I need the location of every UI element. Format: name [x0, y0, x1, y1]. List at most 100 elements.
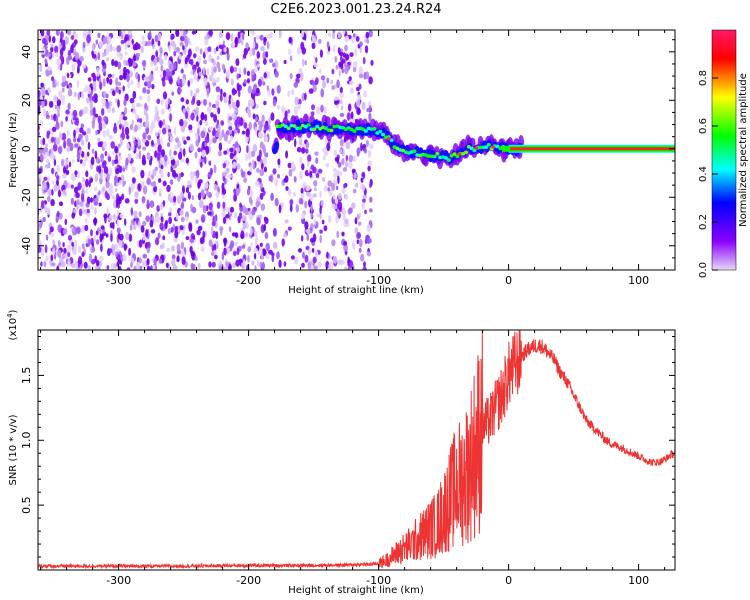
noise-blob [111, 59, 115, 66]
noise-blob [293, 105, 299, 115]
noise-blob [90, 258, 96, 265]
noise-blob [230, 78, 234, 86]
noise-blob [210, 226, 214, 235]
noise-blob [125, 157, 129, 166]
ridge-hot-spot [457, 152, 462, 156]
noise-blob [145, 113, 149, 122]
noise-blob [66, 72, 70, 79]
noise-blob [117, 143, 121, 149]
ridge-peak [286, 126, 291, 131]
noise-blob [243, 79, 247, 85]
snr-frame [37, 329, 676, 571]
noise-blob [345, 141, 351, 150]
ridge-peak [486, 143, 491, 147]
noise-blob [215, 191, 220, 199]
noise-blob [152, 44, 156, 50]
noise-blob [146, 265, 151, 270]
noise-blob [138, 239, 143, 248]
noise-blob [160, 65, 164, 72]
noise-blob [133, 210, 138, 217]
noise-blob [223, 150, 228, 155]
snr-ticks: -300 -200 -100 0 100 0.5 1.0 1.5 [20, 330, 675, 587]
noise-blob [67, 49, 72, 57]
ridge-peak [275, 124, 280, 129]
noise-blob [40, 82, 44, 88]
noise-blob [40, 200, 45, 210]
noise-blob [256, 51, 261, 59]
noise-blob [81, 151, 85, 158]
colorbar: 0.0 0.2 0.4 0.6 0.8 Normalized spectral ampl… [698, 29, 749, 278]
noise-blob [368, 112, 372, 122]
noise-blob [57, 240, 61, 248]
noise-blob [91, 72, 96, 78]
noise-blob [222, 162, 227, 169]
noise-blob [105, 48, 110, 56]
noise-blob [102, 186, 106, 192]
noise-blob [306, 233, 309, 242]
noise-blob [82, 131, 87, 136]
noise-blob [315, 172, 320, 179]
noise-blob [202, 66, 206, 75]
noise-blob [173, 43, 177, 51]
noise-blob [96, 67, 100, 72]
noise-blob [369, 208, 373, 213]
noise-blob [311, 104, 315, 111]
noise-blob [46, 195, 51, 203]
noise-blob [319, 205, 322, 215]
noise-blob [180, 191, 184, 198]
noise-blob [44, 244, 48, 254]
noise-blob [330, 79, 334, 85]
noise-blob [56, 175, 60, 181]
noise-blob [233, 188, 237, 194]
noise-blob [180, 241, 185, 250]
noise-blob [46, 207, 51, 215]
noise-blob [169, 197, 174, 203]
noise-blob [229, 147, 234, 153]
noise-blob [101, 68, 106, 73]
noise-blob [241, 171, 246, 178]
noise-blob [78, 256, 83, 265]
noise-blob [248, 196, 253, 204]
noise-blob [190, 89, 193, 97]
noise-blob [213, 215, 217, 223]
noise-blob [102, 129, 106, 138]
noise-blob [265, 51, 269, 58]
noise-blob [221, 211, 226, 218]
noise-blob [138, 118, 143, 124]
noise-blob [191, 30, 197, 35]
noise-blob [43, 149, 46, 155]
noise-blob [325, 163, 330, 168]
ridge-core [295, 119, 301, 128]
noise-blob [65, 169, 70, 175]
noise-blob [179, 118, 184, 127]
ridge-peak [443, 156, 448, 160]
noise-blob [156, 205, 161, 212]
noise-blob [317, 261, 322, 268]
noise-blob [117, 259, 122, 264]
noise-blob [126, 73, 130, 83]
noise-blob [322, 147, 327, 153]
noise-blob [293, 81, 299, 88]
noise-blob [149, 73, 154, 82]
noise-blob [53, 184, 58, 192]
noise-blob [215, 87, 221, 93]
noise-blob [44, 58, 48, 65]
noise-blob [159, 202, 164, 211]
snr-panel: -300 -200 -100 0 100 0.5 1.0 1.5 Height of stra… [6, 309, 676, 596]
noise-blob [42, 216, 46, 223]
noise-blob [222, 201, 226, 209]
noise-blob [170, 259, 176, 267]
noise-blob [80, 225, 86, 234]
noise-blob [78, 208, 83, 217]
noise-blob [204, 136, 210, 144]
noise-blob [141, 35, 145, 41]
noise-blob [132, 136, 135, 143]
noise-blob [304, 254, 309, 263]
noise-blob [219, 227, 223, 236]
noise-blob [358, 221, 362, 226]
noise-blob [166, 184, 171, 193]
noise-blob [87, 141, 91, 150]
noise-blob [159, 58, 164, 66]
noise-blob [191, 206, 197, 214]
noise-blob [99, 255, 104, 262]
